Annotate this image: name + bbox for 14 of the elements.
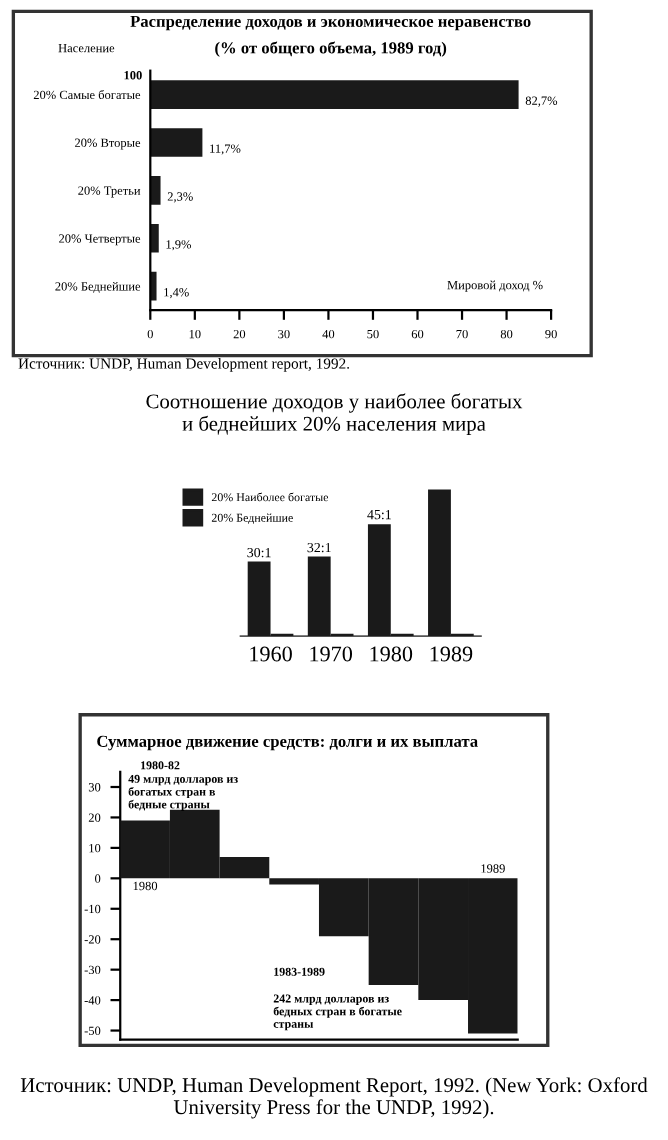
text: Источник: UNDP, Human Development Report, 1992. (New York: Oxford University Press for the UNDP, 1992). — [20, 1077, 648, 1119]
bar — [150, 80, 519, 109]
chart-title: Суммарное движение средств: долги и их выплата — [97, 735, 478, 751]
chart-subtitle: (% от общего объема, 1989 год) — [215, 41, 447, 57]
x-tick-label: 1989 — [430, 646, 473, 662]
chart-title: Распределение доходов и экономическое неравенство — [130, 15, 531, 31]
bar — [150, 176, 161, 205]
bar — [150, 271, 157, 301]
x-tick-label: 1980 — [370, 646, 413, 662]
chart-title: Соотношение доходов у наиболее богатых и беднейших 20% населения мира — [146, 393, 523, 436]
bar — [150, 128, 203, 157]
x-tick-label: 1960 — [250, 646, 292, 662]
bar — [150, 223, 159, 253]
x-tick-label: 1970 — [310, 646, 353, 662]
